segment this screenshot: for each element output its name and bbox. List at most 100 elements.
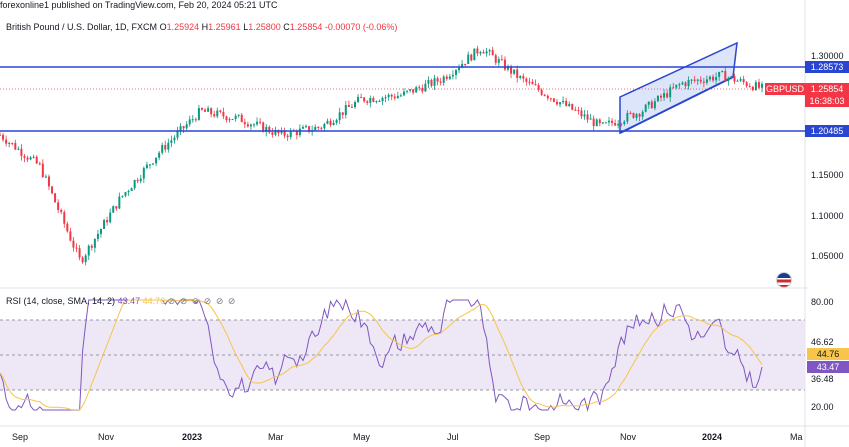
candle-body	[155, 157, 158, 164]
candle-body	[54, 193, 57, 203]
candle-body	[721, 71, 724, 73]
candle-body	[479, 52, 482, 54]
candle-body	[693, 79, 696, 81]
last-price-tag: 1.25854	[805, 83, 849, 95]
candle-body	[546, 95, 549, 99]
candle-body	[372, 97, 375, 102]
publish-header: forexonline1 published on TradingView.co…	[0, 0, 278, 10]
candle-body	[427, 80, 430, 84]
candle-body	[191, 119, 194, 121]
gb-flag-icon[interactable]	[776, 272, 792, 288]
candle-body	[549, 98, 552, 100]
candle-body	[580, 110, 583, 117]
rsi-sma-value: 44.76	[142, 296, 166, 306]
candle-body	[522, 76, 525, 79]
candle-body	[2, 134, 5, 140]
candle-body	[323, 123, 326, 129]
candle-body	[289, 130, 292, 138]
candle-body	[540, 89, 543, 95]
candle-body	[467, 54, 470, 64]
rsi-legend: RSI (14, close, SMA, 14, 2) 43.47 44.76 …	[6, 296, 236, 307]
candle-body	[666, 93, 669, 98]
candle-body	[577, 110, 580, 112]
candle-body	[219, 110, 222, 112]
candle-body	[253, 124, 255, 126]
candle-body	[60, 210, 63, 213]
candle-body	[562, 100, 565, 103]
candle-body	[75, 247, 78, 249]
candle-body	[295, 131, 298, 136]
candle-body	[751, 86, 754, 91]
candle-body	[246, 124, 249, 127]
candle-body	[687, 80, 690, 87]
candle-body	[482, 52, 485, 54]
candle-body	[663, 93, 666, 98]
candle-body	[20, 148, 23, 157]
candle-body	[638, 114, 641, 117]
candle-body	[259, 121, 262, 123]
candle-body	[78, 248, 81, 258]
visibility-icons[interactable]: ⊘ ⊘ ⊘ ⊘ ⊘ ⊘	[167, 296, 237, 306]
candle-body	[601, 122, 604, 124]
candle-body	[167, 142, 170, 150]
time-label: Jul	[447, 432, 459, 442]
candle-body	[464, 63, 467, 65]
candle-body	[298, 128, 301, 136]
candle-body	[353, 102, 356, 108]
candle-body	[23, 156, 26, 158]
candle-body	[632, 113, 635, 118]
candle-body	[684, 82, 687, 87]
candle-body	[228, 119, 231, 121]
candle-body	[424, 83, 427, 92]
rsi-title[interactable]: RSI (14, close, SMA, 14, 2)	[6, 296, 116, 306]
candle-body	[656, 95, 659, 102]
candle-body	[448, 76, 451, 79]
candle-body	[350, 106, 353, 108]
candle-body	[681, 82, 684, 85]
candle-body	[66, 223, 69, 232]
symbol-name[interactable]: British Pound / U.S. Dollar, 1D, FXCM	[6, 22, 158, 32]
candle-body	[194, 119, 197, 121]
candle-body	[513, 69, 516, 74]
candle-body	[109, 212, 112, 223]
candle-body	[415, 87, 418, 93]
candle-body	[161, 145, 164, 153]
candle-body	[41, 163, 44, 177]
candle-body	[629, 112, 632, 114]
candle-body	[57, 202, 60, 211]
candle-body	[216, 110, 219, 117]
candle-body	[185, 124, 188, 129]
candle-body	[611, 120, 614, 124]
candle-body	[317, 126, 320, 128]
candle-body	[142, 168, 145, 179]
candle-body	[234, 115, 237, 120]
candle-body	[653, 101, 656, 109]
candle-body	[727, 77, 730, 82]
candle-body	[497, 59, 500, 63]
candle-body	[571, 103, 574, 110]
candle-body	[669, 87, 672, 98]
candle-body	[503, 59, 506, 70]
candle-body	[543, 94, 546, 96]
candle-body	[133, 179, 136, 189]
candle-body	[568, 103, 571, 106]
candle-body	[305, 126, 308, 128]
rsi-label-20: 20.00	[811, 402, 834, 412]
candle-body	[555, 101, 558, 105]
symbol-tag: GBPUSD	[765, 83, 805, 95]
candle-body	[678, 84, 681, 86]
candle-body	[507, 66, 509, 70]
candle-body	[647, 101, 650, 105]
candle-body	[458, 67, 461, 71]
rsi-sma-line	[0, 299, 763, 411]
candle-body	[476, 48, 479, 54]
candle-body	[243, 122, 246, 125]
candle-body	[699, 79, 702, 82]
time-label: 2023	[182, 432, 203, 442]
candle-body	[96, 233, 99, 239]
candle-body	[672, 87, 675, 89]
price-label-4: 1.05000	[811, 251, 844, 261]
candle-body	[754, 82, 757, 91]
candle-body	[326, 120, 329, 124]
